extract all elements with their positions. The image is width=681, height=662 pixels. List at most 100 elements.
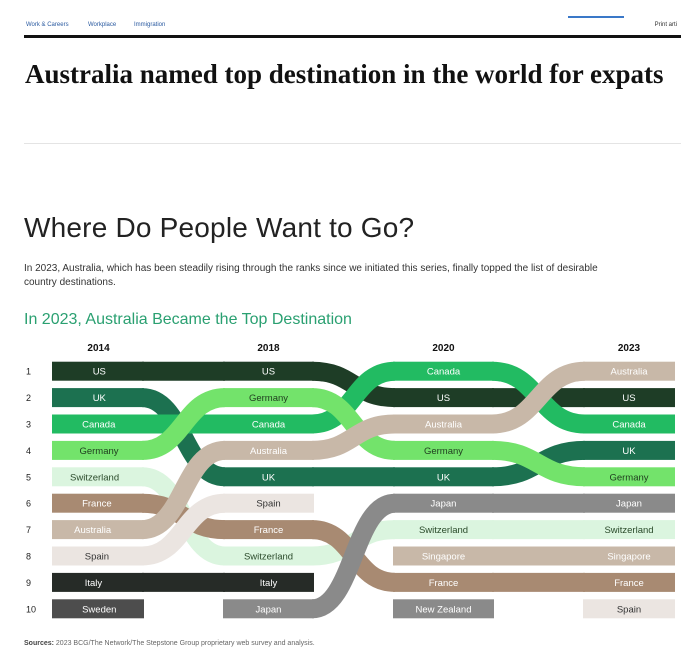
rank-label-7: 7 <box>26 525 31 535</box>
label-uk-2018: UK <box>262 472 276 483</box>
box-france-2018 <box>223 520 314 540</box>
sources-text: 2023 BCG/The Network/The Stepstone Group… <box>53 640 315 647</box>
year-header-2018: 2018 <box>257 343 280 354</box>
label-spain-2014: Spain <box>85 552 109 563</box>
label-japan-2020: Japan <box>431 499 457 510</box>
year-header-2014: 2014 <box>87 343 110 354</box>
print-article-link[interactable]: Print arti <box>654 22 677 28</box>
ribbon-australia-1 <box>311 414 396 460</box>
label-singapore-2020: Singapore <box>422 552 465 563</box>
ribbon-spain-0 <box>141 493 226 566</box>
bump-chart: 2014 2018 2020 2023 1 2 3 4 5 6 7 8 9 10 US US US US UK UK U… <box>26 343 675 619</box>
label-spain-2023: Spain <box>617 604 641 615</box>
box-spain-2014 <box>52 546 144 566</box>
box-uk-2014 <box>52 388 144 408</box>
nav-link-workplace[interactable]: Workplace <box>88 22 117 28</box>
box-canada-2020 <box>393 361 494 381</box>
label-singapore-2023: Singapore <box>607 552 650 563</box>
rank-label-5: 5 <box>26 472 31 482</box>
ribbon-japan-1 <box>310 493 397 619</box>
box-uk-2020 <box>393 467 494 487</box>
ribbon-canada-1 <box>311 361 396 434</box>
rank-label-3: 3 <box>26 420 31 430</box>
ribbon-germany-1 <box>311 388 396 460</box>
label-us-2018: US <box>262 367 275 378</box>
rank-label-10: 10 <box>26 604 36 614</box>
label-france-2020: France <box>429 578 459 589</box>
box-canada-2014 <box>52 414 144 434</box>
box-spain-2018 <box>223 493 314 513</box>
top-navigation: Work & Careers Workplace Immigration Pri… <box>0 0 681 38</box>
box-singapore-2023 <box>583 546 675 566</box>
box-canada-2023 <box>583 414 675 434</box>
box-us-2018 <box>223 361 314 381</box>
box-australia-2020 <box>393 414 494 434</box>
label-australia-2018: Australia <box>250 446 288 457</box>
rank-label-6: 6 <box>26 499 31 509</box>
section-title: Where Do People Want to Go? <box>24 212 415 243</box>
nav-link-immigration[interactable]: Immigration <box>134 22 166 28</box>
year-header-2020: 2020 <box>432 343 455 354</box>
ribbon-germany-0 <box>141 388 226 460</box>
label-canada-2020: Canada <box>427 367 461 378</box>
sources-label: Sources: <box>24 640 54 647</box>
label-germany-2014: Germany <box>79 446 118 457</box>
box-uk-2018 <box>223 467 314 487</box>
sources-note: Sources: 2023 BCG/The Network/The Stepst… <box>24 640 315 647</box>
label-france-2018: France <box>254 525 284 536</box>
nav-link-work-careers[interactable]: Work & Careers <box>26 22 69 28</box>
rank-label-1: 1 <box>26 367 31 377</box>
box-spain-2023 <box>583 599 675 619</box>
ribbon-australia-0 <box>140 440 227 540</box>
label-us-2014: US <box>93 367 106 378</box>
label-germany-2018: Germany <box>249 393 288 404</box>
ribbon-australia-2 <box>491 361 586 434</box>
box-germany-2014 <box>52 440 144 460</box>
label-australia-2020: Australia <box>425 420 463 431</box>
box-switzerland-2020 <box>393 520 494 540</box>
label-switzerland-2018: Switzerland <box>244 552 293 563</box>
nav-accent-bar <box>568 16 624 18</box>
rank-label-2: 2 <box>26 393 31 403</box>
label-switzerland-2023: Switzerland <box>604 525 653 536</box>
rank-label-9: 9 <box>26 578 31 588</box>
label-france-2014: France <box>82 499 112 510</box>
label-canada-2014: Canada <box>82 420 116 431</box>
box-france-2014 <box>52 493 144 513</box>
box-singapore-2020 <box>393 546 494 566</box>
label-italy-2014: Italy <box>85 578 103 589</box>
box-switzerland-2014 <box>52 467 144 487</box>
label-uk-2020: UK <box>437 472 451 483</box>
label-switzerland-2020: Switzerland <box>419 525 468 536</box>
label-canada-2018: Canada <box>252 420 286 431</box>
label-australia-2014: Australia <box>74 525 112 536</box>
box-italy-2018 <box>223 572 314 592</box>
chart-boxes <box>52 361 675 619</box>
label-japan-2018: Japan <box>256 604 282 615</box>
header-divider <box>24 35 681 38</box>
label-germany-2020: Germany <box>424 446 463 457</box>
label-germany-2023: Germany <box>609 472 648 483</box>
label-italy-2018: Italy <box>260 578 278 589</box>
box-france-2023 <box>583 572 675 592</box>
box-germany-2023 <box>583 467 675 487</box>
box-sweden-2014 <box>52 599 144 619</box>
label-new-zealand-2020: New Zealand <box>416 604 472 615</box>
label-sweden-2014: Sweden <box>82 604 116 615</box>
label-switzerland-2014: Switzerland <box>70 472 119 483</box>
label-spain-2018: Spain <box>256 499 280 510</box>
label-france-2023: France <box>614 578 644 589</box>
box-uk-2023 <box>583 440 675 460</box>
label-australia-2023: Australia <box>611 367 649 378</box>
label-uk-2023: UK <box>622 446 636 457</box>
box-australia-2014 <box>52 520 144 540</box>
label-canada-2023: Canada <box>612 420 646 431</box>
box-germany-2018 <box>223 388 314 408</box>
box-new-zealand-2020 <box>393 599 494 619</box>
article-headline: Australia named top destination in the w… <box>25 59 664 89</box>
box-australia-2023 <box>583 361 675 381</box>
box-germany-2020 <box>393 440 494 460</box>
label-uk-2014: UK <box>93 393 107 404</box>
label-us-2020: US <box>437 393 450 404</box>
rank-label-8: 8 <box>26 552 31 562</box>
